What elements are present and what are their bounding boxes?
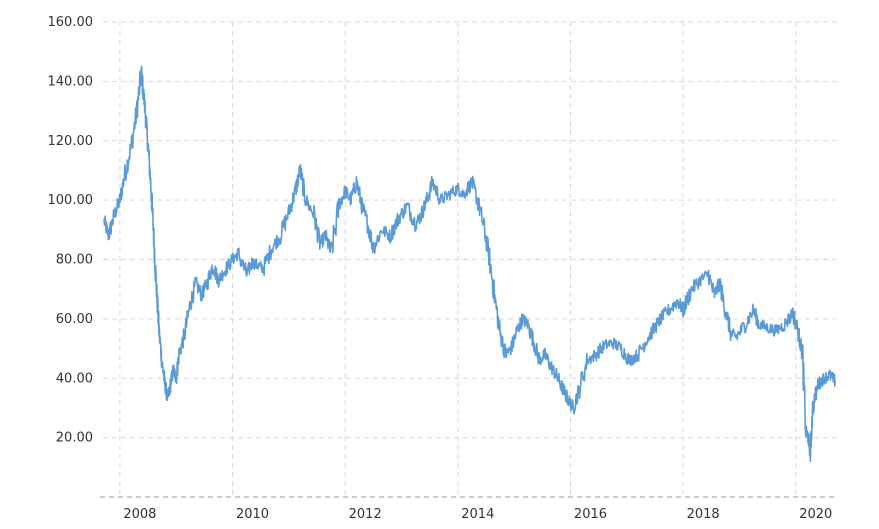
y-tick-label: 100.00 — [48, 193, 94, 208]
y-tick-label: 20.00 — [56, 431, 93, 446]
y-tick-label: 140.00 — [48, 74, 94, 89]
tick-labels: 160.00 140.00 120.00 100.00 80.00 60.00 40.00 2… — [48, 15, 833, 522]
x-tick-label: 2008 — [123, 507, 156, 522]
y-tick-label: 120.00 — [48, 134, 94, 149]
x-tick-label: 2018 — [687, 507, 720, 522]
x-tick-label: 2016 — [574, 507, 607, 522]
series-layer — [103, 65, 836, 462]
x-tick-label: 2012 — [349, 507, 382, 522]
x-tick-label: 2010 — [236, 507, 269, 522]
y-tick-label: 160.00 — [48, 15, 94, 30]
grid — [103, 21, 838, 497]
price-series-line — [103, 65, 836, 462]
x-tick-label: 2014 — [461, 507, 494, 522]
x-tick-label: 2020 — [799, 507, 832, 522]
y-tick-label: 40.00 — [56, 371, 93, 386]
y-tick-label: 60.00 — [56, 312, 93, 327]
y-tick-label: 80.00 — [56, 253, 93, 268]
